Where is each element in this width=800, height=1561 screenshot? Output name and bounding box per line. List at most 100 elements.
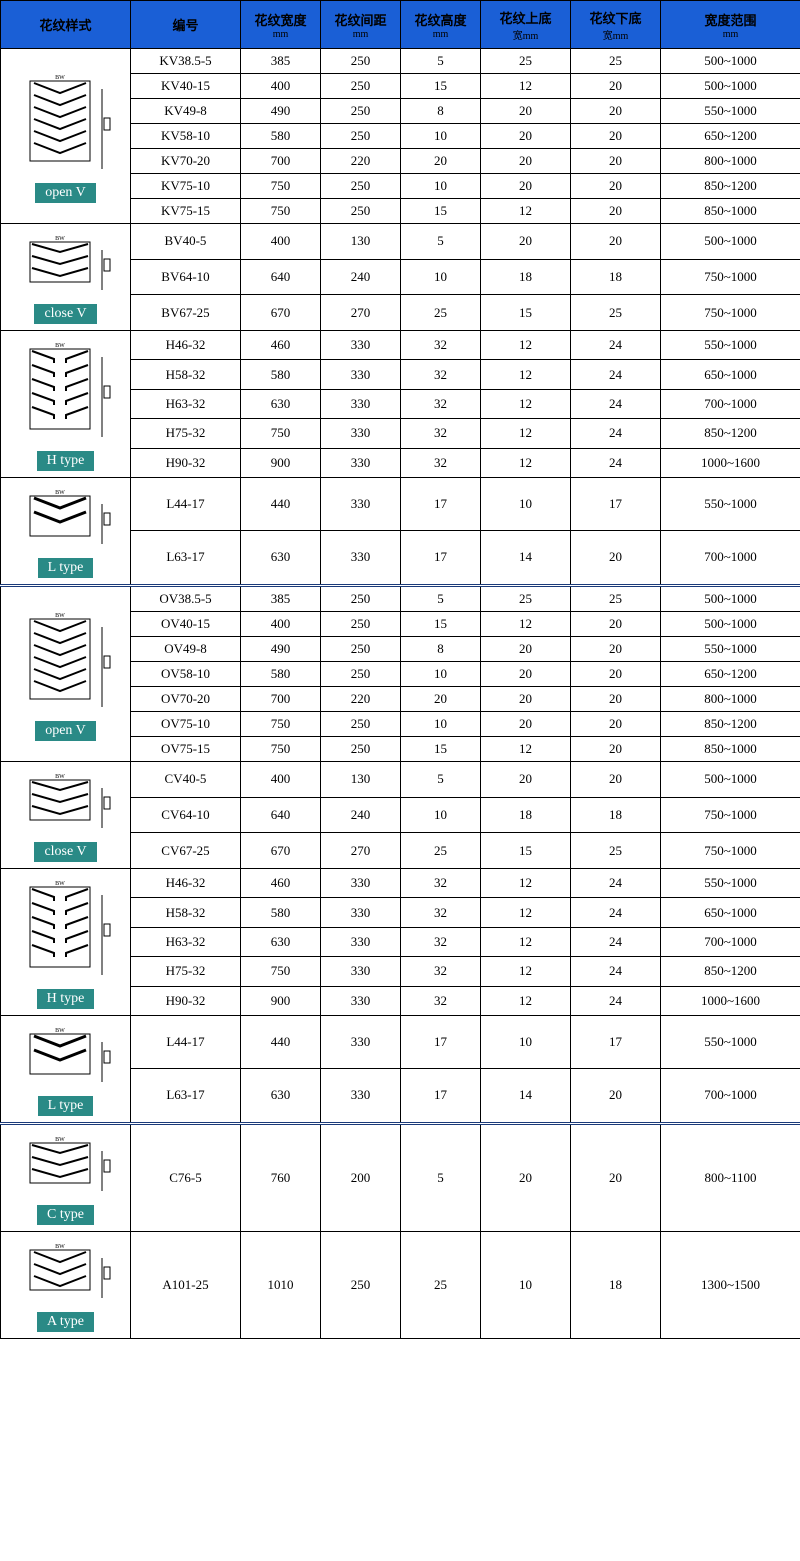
header-unit: mm	[323, 29, 398, 40]
width-range: 850~1000	[661, 737, 800, 762]
bottom-base-width: 20	[571, 1068, 661, 1123]
header-title: 花纹样式	[39, 18, 91, 33]
width-range: 550~1000	[661, 478, 800, 531]
model-id: CV67-25	[131, 833, 241, 869]
column-header: 宽度范围mm	[661, 1, 800, 49]
pattern-style-cell: BW close V	[1, 762, 131, 869]
model-id: H75-32	[131, 957, 241, 986]
pattern-height: 32	[401, 986, 481, 1015]
pattern-width: 630	[241, 389, 321, 418]
model-id: KV38.5-5	[131, 49, 241, 74]
width-range: 850~1200	[661, 712, 800, 737]
pattern-height: 32	[401, 869, 481, 898]
pattern-height: 32	[401, 448, 481, 477]
pattern-height: 10	[401, 662, 481, 687]
top-base-width: 12	[481, 360, 571, 389]
column-header: 编号	[131, 1, 241, 49]
model-id: KV75-15	[131, 199, 241, 224]
pattern-spacing: 240	[321, 797, 401, 833]
top-base-width: 20	[481, 174, 571, 199]
pattern-spec-table: 花纹样式编号花纹宽度mm花纹间距mm花纹高度mm花纹上底宽mm花纹下底宽mm宽度…	[0, 0, 800, 1339]
pattern-width: 580	[241, 360, 321, 389]
bottom-base-width: 20	[571, 224, 661, 260]
header-title: 花纹高度	[414, 13, 466, 28]
pattern-spacing: 250	[321, 662, 401, 687]
svg-text:BW: BW	[55, 881, 65, 887]
pattern-style-cell: BW L type	[1, 1016, 131, 1124]
width-range: 500~1000	[661, 224, 800, 260]
bottom-base-width: 20	[571, 124, 661, 149]
top-base-width: 10	[481, 1232, 571, 1339]
pattern-height: 10	[401, 259, 481, 295]
bottom-base-width: 24	[571, 898, 661, 927]
model-id: BV64-10	[131, 259, 241, 295]
pattern-width: 630	[241, 530, 321, 585]
pattern-height: 32	[401, 331, 481, 360]
svg-text:BW: BW	[55, 774, 65, 780]
pattern-width: 630	[241, 927, 321, 956]
width-range: 550~1000	[661, 869, 800, 898]
width-range: 500~1000	[661, 74, 800, 99]
pattern-height: 8	[401, 99, 481, 124]
width-range: 750~1000	[661, 259, 800, 295]
pattern-spacing: 250	[321, 612, 401, 637]
model-id: C76-5	[131, 1124, 241, 1232]
table-row: BW L typeL44-17440330171017550~1000	[1, 1016, 800, 1069]
width-range: 800~1100	[661, 1124, 800, 1232]
width-range: 650~1200	[661, 662, 800, 687]
pattern-spacing: 330	[321, 898, 401, 927]
column-header: 花纹高度mm	[401, 1, 481, 49]
top-base-width: 10	[481, 478, 571, 531]
top-base-width: 12	[481, 448, 571, 477]
svg-text:BW: BW	[55, 613, 65, 619]
pattern-type-label: H type	[37, 451, 95, 471]
pattern-height: 20	[401, 149, 481, 174]
model-id: OV58-10	[131, 662, 241, 687]
pattern-type-label: close V	[34, 842, 96, 862]
width-range: 850~1000	[661, 199, 800, 224]
bottom-base-width: 24	[571, 389, 661, 418]
bottom-base-width: 18	[571, 1232, 661, 1339]
pattern-spacing: 330	[321, 478, 401, 531]
pattern-spacing: 250	[321, 1232, 401, 1339]
column-header: 花纹上底宽mm	[481, 1, 571, 49]
width-range: 550~1000	[661, 1016, 800, 1069]
top-base-width: 20	[481, 99, 571, 124]
width-range: 750~1000	[661, 295, 800, 331]
pattern-spacing: 240	[321, 259, 401, 295]
pattern-height: 5	[401, 224, 481, 260]
table-body: BW open VKV38.5-538525052525500~1000KV40…	[1, 49, 800, 1339]
table-row: BW open VOV38.5-538525052525500~1000	[1, 586, 800, 612]
column-header: 花纹间距mm	[321, 1, 401, 49]
pattern-type-label: close V	[34, 304, 96, 324]
bottom-base-width: 20	[571, 662, 661, 687]
bottom-base-width: 18	[571, 259, 661, 295]
pattern-type-label: H type	[37, 989, 95, 1009]
bottom-base-width: 20	[571, 637, 661, 662]
width-range: 850~1200	[661, 174, 800, 199]
top-base-width: 12	[481, 986, 571, 1015]
pattern-type-label: C type	[37, 1205, 94, 1225]
pattern-width: 900	[241, 448, 321, 477]
header-title: 编号	[172, 18, 198, 33]
pattern-spacing: 330	[321, 869, 401, 898]
pattern-height: 5	[401, 762, 481, 798]
top-base-width: 20	[481, 712, 571, 737]
table-row: BW close VBV40-540013052020500~1000	[1, 224, 800, 260]
top-base-width: 12	[481, 419, 571, 448]
width-range: 650~1000	[661, 898, 800, 927]
bottom-base-width: 24	[571, 448, 661, 477]
pattern-style-cell: BW open V	[1, 49, 131, 224]
model-id: H75-32	[131, 419, 241, 448]
header-unit: 宽mm	[483, 27, 568, 42]
svg-text:BW: BW	[55, 490, 65, 496]
pattern-width: 630	[241, 1068, 321, 1123]
pattern-spacing: 130	[321, 762, 401, 798]
model-id: H46-32	[131, 869, 241, 898]
svg-text:BW: BW	[55, 1137, 65, 1143]
width-range: 1300~1500	[661, 1232, 800, 1339]
pattern-spacing: 330	[321, 389, 401, 418]
pattern-width: 400	[241, 224, 321, 260]
width-range: 500~1000	[661, 762, 800, 798]
width-range: 850~1200	[661, 419, 800, 448]
